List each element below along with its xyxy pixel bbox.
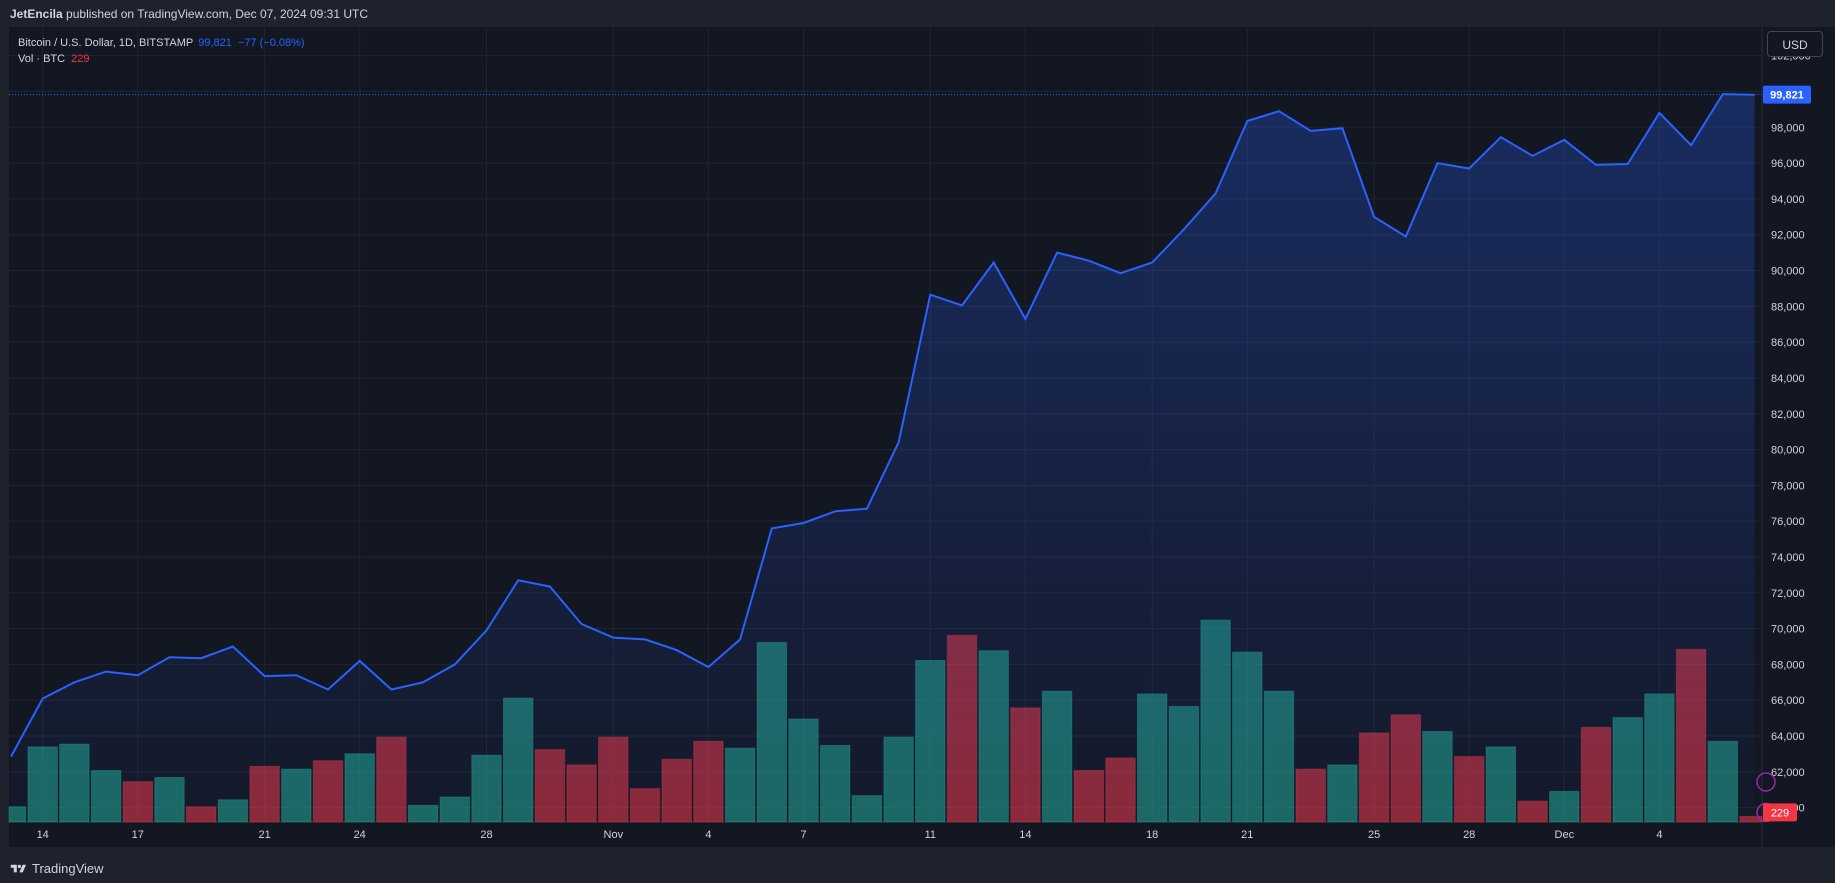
price-area-fill — [11, 94, 1755, 823]
time-tick-label: 18 — [1146, 829, 1158, 841]
time-tick-label: 28 — [480, 829, 492, 841]
time-tick-label: 21 — [258, 829, 270, 841]
time-tick-label: 21 — [1241, 829, 1253, 841]
price-tick-label: 98,000 — [1771, 122, 1805, 134]
publication-info: JetEncila published on TradingView.com, … — [10, 7, 368, 21]
brand-name: TradingView — [32, 861, 104, 876]
time-tick-label: 17 — [132, 829, 144, 841]
price-axis[interactable]: 60,00062,00064,00066,00068,00070,00072,0… — [1771, 51, 1811, 815]
alert-marker-icon — [1756, 772, 1776, 792]
time-tick-label: Nov — [604, 829, 624, 841]
publication-header: JetEncila published on TradingView.com, … — [0, 0, 1835, 27]
price-change-value: −77 (−0.08%) — [237, 37, 305, 49]
price-tick-label: 70,000 — [1771, 624, 1805, 636]
price-tick-label: 94,000 — [1771, 194, 1805, 206]
last-volume-badge — [1763, 803, 1797, 822]
time-tick-label: 11 — [925, 829, 936, 841]
tradingview-logo-icon — [10, 864, 26, 872]
price-tick-label: 76,000 — [1771, 516, 1805, 528]
time-tick-label: 7 — [800, 829, 806, 841]
price-tick-label: 84,000 — [1771, 373, 1805, 385]
time-axis[interactable]: 14 17 21 24 28 Nov 4 7 11 14 18 21 25 28 Dec 4 — [37, 829, 1663, 841]
price-tick-label: 78,000 — [1771, 480, 1805, 492]
time-tick-label: 4 — [1656, 829, 1662, 841]
price-tick-label: 64,000 — [1771, 731, 1805, 743]
last-price-badge — [1763, 85, 1811, 104]
time-tick-label: 14 — [1019, 829, 1031, 841]
price-tick-label: 90,000 — [1771, 266, 1805, 278]
tradingview-brand[interactable]: TradingView — [10, 861, 104, 876]
published-text: published on TradingView.com, Dec 07, 20… — [66, 7, 369, 21]
time-tick-label: 14 — [37, 829, 49, 841]
volume-label[interactable]: Vol · BTC — [18, 53, 66, 65]
currency-button[interactable]: USD — [1767, 31, 1823, 57]
footer-bar: TradingView — [0, 855, 1835, 883]
price-tick-label: 62,000 — [1771, 767, 1805, 779]
price-tick-label: 96,000 — [1771, 158, 1805, 170]
author-name[interactable]: JetEncila — [10, 7, 63, 21]
last-price-value: 99,821 — [198, 37, 232, 49]
volume-row[interactable]: Vol · BTC 229 — [18, 51, 305, 67]
time-tick-label: 24 — [354, 829, 366, 841]
time-tick-label: 28 — [1463, 829, 1475, 841]
price-tick-label: 82,000 — [1771, 409, 1805, 421]
price-line — [10, 93, 1755, 758]
last-volume-badge-label: 229 — [1771, 807, 1789, 819]
volume-value: 229 — [71, 53, 90, 65]
axis-badges: 99,821 229 — [1756, 85, 1811, 823]
symbol-title[interactable]: Bitcoin / U.S. Dollar, 1D, BITSTAMP — [18, 37, 194, 49]
price-tick-label: 74,000 — [1771, 552, 1805, 564]
price-tick-label: 88,000 — [1771, 301, 1805, 313]
time-tick-label: 4 — [705, 829, 711, 841]
chart-legend: Bitcoin / U.S. Dollar, 1D, BITSTAMP 99,82… — [18, 35, 305, 67]
price-tick-label: 86,000 — [1771, 337, 1805, 349]
price-tick-label: 72,000 — [1771, 588, 1805, 600]
price-tick-label: 66,000 — [1771, 695, 1805, 707]
price-tick-label: 92,000 — [1771, 230, 1805, 242]
last-price-badge-label: 99,821 — [1770, 90, 1804, 102]
time-tick-label: 25 — [1368, 829, 1380, 841]
price-tick-label: 80,000 — [1771, 445, 1805, 457]
symbol-row[interactable]: Bitcoin / U.S. Dollar, 1D, BITSTAMP 99,82… — [18, 35, 305, 51]
price-tick-label: 68,000 — [1771, 659, 1805, 671]
time-tick-label: Dec — [1555, 829, 1575, 841]
